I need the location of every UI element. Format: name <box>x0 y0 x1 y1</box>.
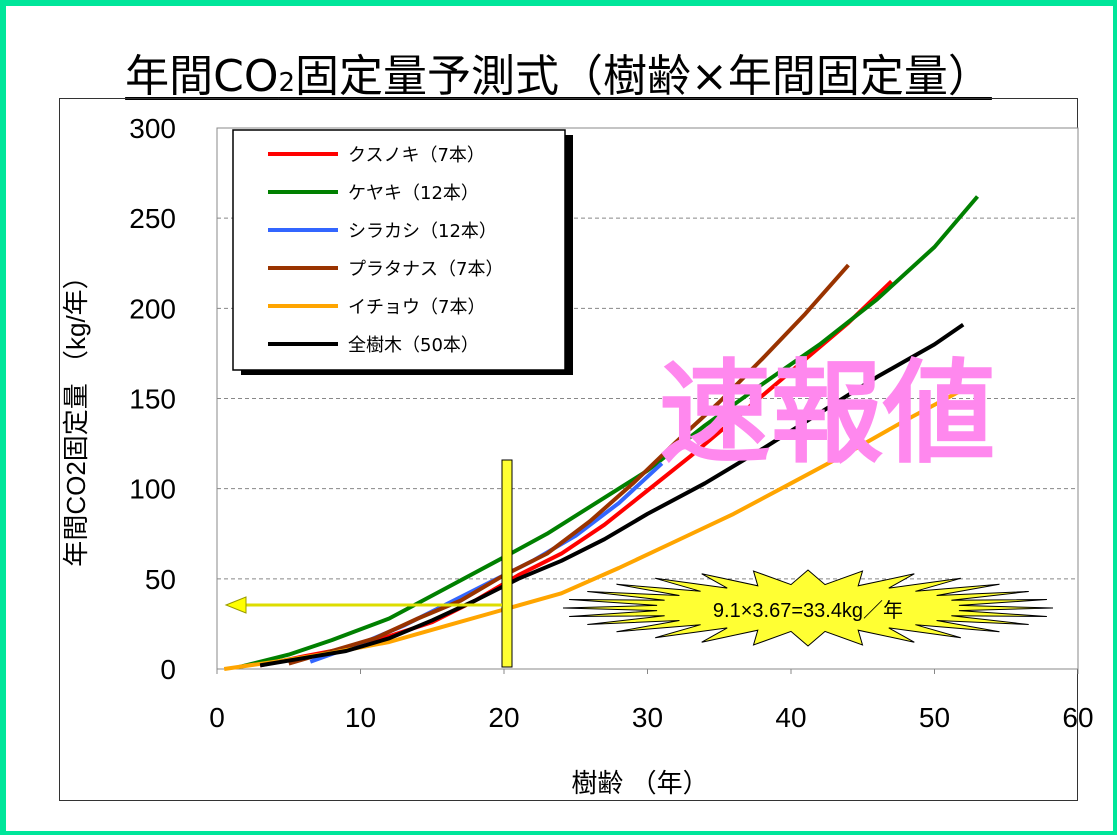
legend-entry: プラタナス（7本） <box>348 259 503 280</box>
legend: クスノキ（7本） ケヤキ（12本） シラカシ（12本） プラタナス（7本） イチョウ（7… <box>268 145 503 356</box>
reference-vertical-bar <box>501 459 513 668</box>
y-axis-ticks: 0 50 100 150 200 250 300 <box>129 113 176 685</box>
legend-entry: 全樹木（50本） <box>348 335 479 356</box>
y-tick-label: 100 <box>129 474 176 505</box>
reference-arrow-head <box>224 596 247 614</box>
series-line-1 <box>238 195 980 670</box>
x-tick-label: 0 <box>209 702 225 733</box>
series-lines <box>223 195 980 671</box>
x-tick-label: 60 <box>1062 702 1093 733</box>
legend-entry: シラカシ（12本） <box>348 221 497 242</box>
y-tick-label: 200 <box>129 293 176 324</box>
y-tick-label: 250 <box>129 203 176 234</box>
y-tick-label: 0 <box>160 654 176 685</box>
x-tick-label: 20 <box>488 702 519 733</box>
y-tick-label: 50 <box>145 564 176 595</box>
x-axis-ticks: 0 10 20 30 40 50 60 <box>209 669 1094 733</box>
series-line-3 <box>288 263 850 666</box>
y-axis-label: 年間CO2固定量 （kg/年） <box>61 263 91 566</box>
legend-entry: ケヤキ（12本） <box>348 183 479 204</box>
legend-entry: クスノキ（7本） <box>348 145 485 166</box>
y-tick-label: 150 <box>129 384 176 415</box>
slide-title: 年間CO2固定量予測式（樹齢×年間固定量） <box>125 51 992 102</box>
watermark-preliminary: 速報値 <box>659 349 995 479</box>
annotation-text: 9.1×3.67=33.4kg／年 <box>713 599 903 622</box>
x-tick-label: 50 <box>919 702 950 733</box>
x-tick-label: 40 <box>775 702 806 733</box>
y-tick-label: 300 <box>129 113 176 144</box>
legend-box <box>232 129 566 371</box>
x-axis-label: 樹齢 （年） <box>571 768 708 798</box>
legend-entry: イチョウ（7本） <box>348 297 485 318</box>
series-line-5 <box>259 322 965 668</box>
x-tick-label: 10 <box>345 702 376 733</box>
annotation-starburst <box>562 569 1054 647</box>
x-tick-label: 30 <box>632 702 663 733</box>
